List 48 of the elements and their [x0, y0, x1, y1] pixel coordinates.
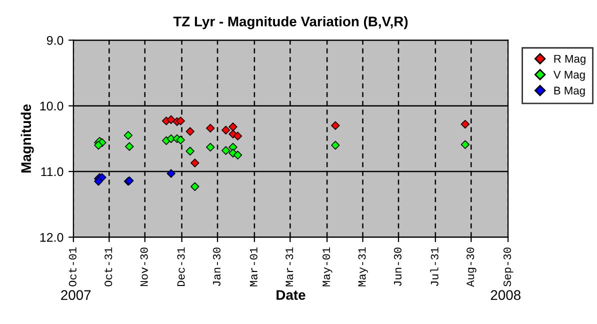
text: 2007 — [61, 290, 91, 300]
chart-title: TZ Lyr - Magnitude Variation (B,V,R) — [173, 16, 408, 30]
x-tick-label: Mar-01 — [250, 247, 258, 286]
y-axis-title: Magnitude — [20, 104, 34, 172]
x-tick-label: Sep-30 — [503, 248, 514, 286]
point — [233, 132, 242, 140]
x-tick-label: Nov-30 — [140, 248, 148, 286]
point — [331, 140, 340, 150]
x-tick-label: Mar-31 — [286, 247, 294, 286]
x-tick-label: Oct-01 — [68, 247, 76, 286]
y-tick-label: 10.0 — [40, 102, 64, 110]
point — [460, 140, 470, 149]
point — [190, 158, 200, 168]
point — [331, 121, 340, 130]
point — [94, 177, 103, 186]
point — [186, 127, 194, 136]
point — [460, 120, 470, 129]
legend-label: B Mag — [554, 86, 585, 97]
point — [233, 150, 242, 160]
point — [125, 142, 134, 151]
legend-label: R Mag — [554, 54, 586, 65]
x-tick-label: Jul-31 — [430, 247, 438, 286]
point — [221, 126, 230, 134]
point — [228, 122, 238, 132]
point — [94, 140, 103, 150]
x-tick-label: Aug-30 — [466, 248, 476, 287]
x-tick-label: May-01 — [322, 247, 332, 286]
point — [124, 131, 133, 140]
y-tick-label: 11.0 — [41, 167, 64, 176]
point — [221, 146, 230, 155]
point — [166, 169, 176, 178]
y-tick-label: 9.0 — [46, 36, 64, 45]
x-tick-label: Oct-31 — [104, 247, 112, 286]
point — [176, 136, 185, 144]
x-tick-label: Jan-30 — [212, 248, 220, 286]
point — [206, 124, 215, 133]
x-tick-label: May-31 — [358, 247, 368, 286]
x-tick-label: Jun-30 — [394, 248, 402, 286]
point — [186, 146, 194, 156]
legend-label: V Mag — [553, 70, 585, 81]
point — [190, 182, 200, 191]
y-tick-label: 12.0 — [40, 232, 64, 242]
x-tick-label: Dec-31 — [177, 247, 185, 286]
point — [166, 115, 176, 124]
point — [206, 142, 215, 152]
text: 2008 — [490, 290, 520, 300]
x-axis-title: Date — [276, 290, 306, 300]
point — [176, 116, 185, 126]
